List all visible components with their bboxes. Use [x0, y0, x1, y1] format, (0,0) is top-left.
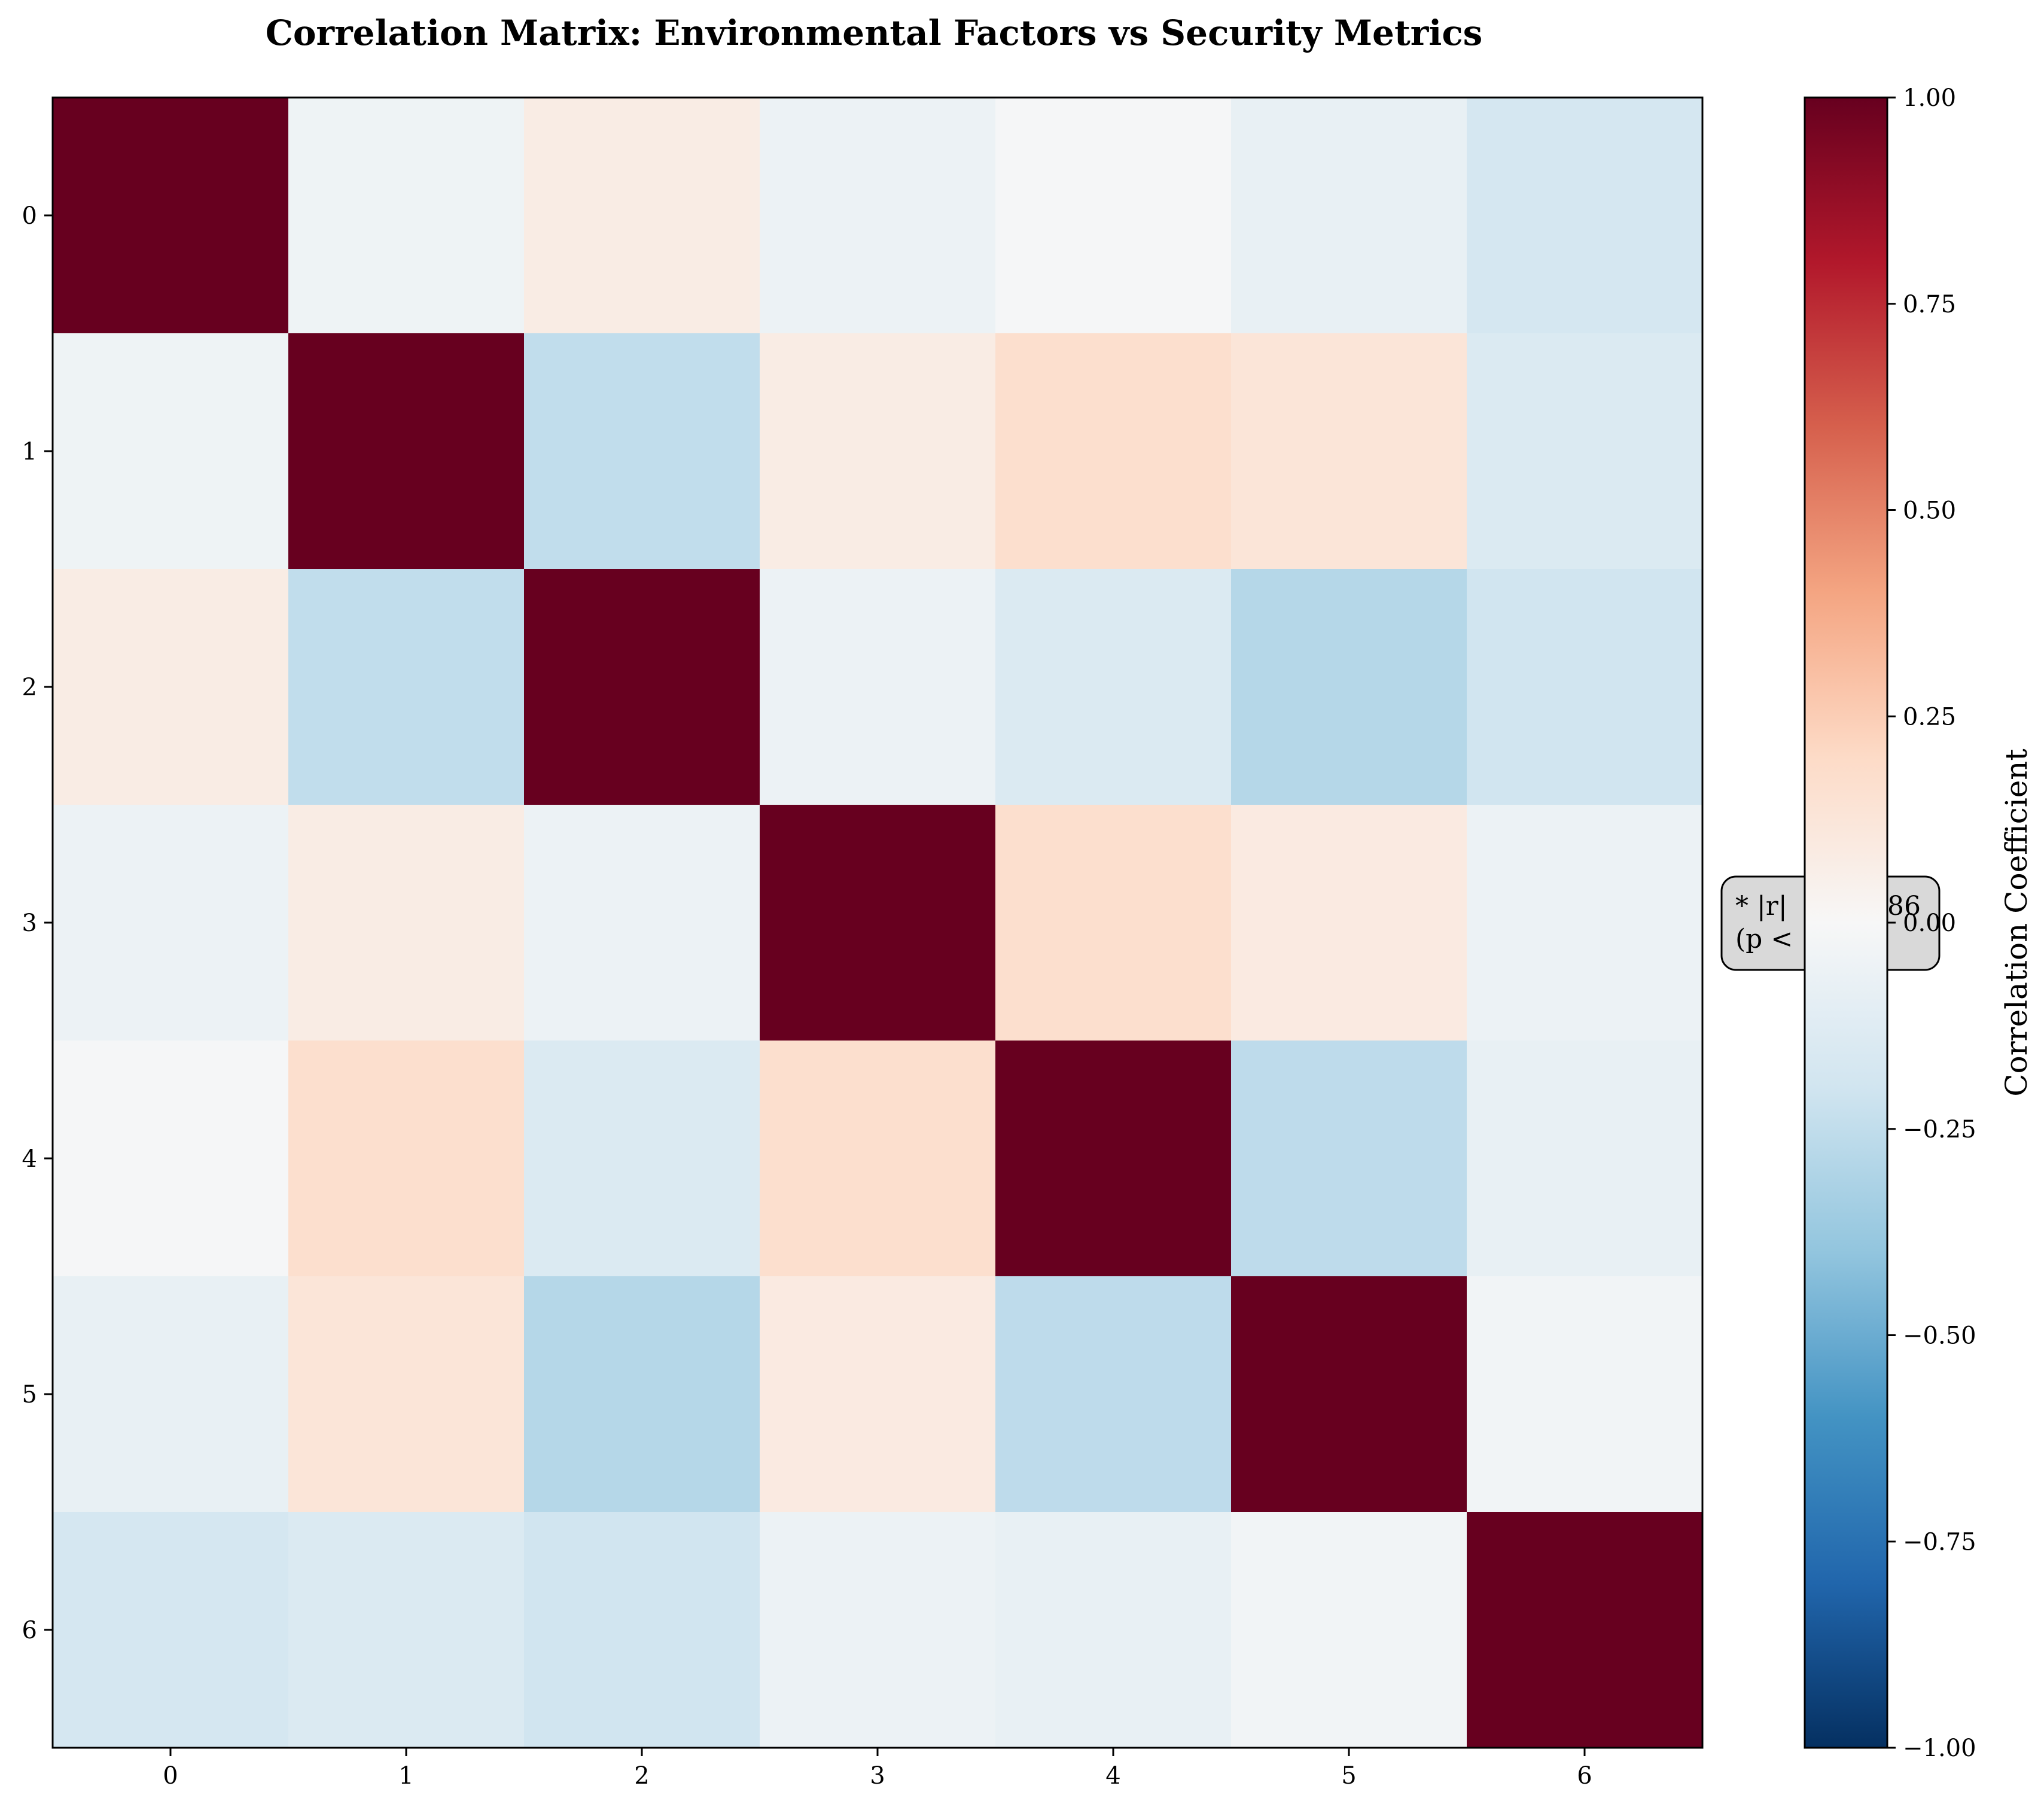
heatmap-cell-0-6	[1467, 98, 1703, 334]
heatmap-cell-2-4	[995, 569, 1232, 805]
heatmap-cell-4-2	[524, 1041, 760, 1277]
heatmap-cell-2-5	[1231, 569, 1467, 805]
heatmap-cell-1-3	[760, 333, 996, 570]
heatmap-cell-6-4	[995, 1512, 1232, 1748]
colorbar-tick-label: 0.50	[1903, 497, 1956, 525]
y-tick-label: 1	[22, 438, 37, 466]
y-axis: 0 1 2 3 4 5 6	[22, 202, 53, 1644]
heatmap-cell-4-3	[760, 1041, 996, 1277]
colorbar-tick-label: 0.25	[1903, 703, 1956, 731]
heatmap-cell-3-2	[524, 805, 760, 1041]
colorbar-ticks: 1.00 0.75 0.50 0.25 0.00 −0.25 −0.50 −0.75 −1.00	[1887, 84, 1976, 1762]
heatmap-cell-5-4	[995, 1276, 1232, 1513]
heatmap-cell-6-5	[1231, 1512, 1467, 1748]
x-axis: 0 1 2 3 4 5 6	[163, 1748, 1592, 1790]
significance-note-line-2: (p <	[1735, 924, 1793, 954]
heatmap-cell-2-1	[288, 569, 525, 805]
heatmap-cells	[53, 98, 1703, 1748]
y-tick-label: 0	[22, 202, 37, 230]
heatmap-cell-1-1	[288, 333, 525, 570]
colorbar-label: Correlation Coefficient	[1999, 749, 2034, 1096]
heatmap-cell-6-2	[524, 1512, 760, 1748]
y-tick-label: 5	[22, 1381, 37, 1408]
heatmap-cell-4-5	[1231, 1041, 1467, 1277]
heatmap-cell-4-0	[53, 1041, 289, 1277]
x-tick-label: 4	[1105, 1762, 1120, 1790]
heatmap-cell-5-5	[1231, 1276, 1467, 1513]
heatmap-cell-6-3	[760, 1512, 996, 1748]
colorbar-tick-label: 0.00	[1903, 909, 1956, 937]
heatmap-cell-4-4	[995, 1041, 1232, 1277]
significance-note-threshold: 86	[1887, 891, 1921, 921]
heatmap-cell-6-0	[53, 1512, 289, 1748]
heatmap-cell-0-2	[524, 98, 760, 334]
chart-title: Correlation Matrix: Environmental Factor…	[266, 13, 1483, 53]
x-tick-label: 3	[870, 1762, 885, 1790]
heatmap-cell-1-5	[1231, 333, 1467, 570]
colorbar-tick-label: −0.25	[1903, 1116, 1976, 1143]
heatmap-cell-3-1	[288, 805, 525, 1041]
significance-note-line-1: * |r|	[1735, 891, 1787, 921]
heatmap-cell-5-1	[288, 1276, 525, 1513]
heatmap-cell-2-0	[53, 569, 289, 805]
heatmap-cell-0-1	[288, 98, 525, 334]
heatmap-cell-1-6	[1467, 333, 1703, 570]
heatmap-cell-5-2	[524, 1276, 760, 1513]
x-tick-label: 6	[1577, 1762, 1592, 1790]
colorbar-tick-label: −0.75	[1903, 1528, 1976, 1556]
x-tick-label: 0	[163, 1762, 178, 1790]
colorbar-tick-label: 0.75	[1903, 291, 1956, 318]
heatmap-cell-0-4	[995, 98, 1232, 334]
colorbar-tick-label: −0.50	[1903, 1322, 1976, 1350]
heatmap-cell-3-6	[1467, 805, 1703, 1041]
heatmap-cell-1-2	[524, 333, 760, 570]
heatmap-cell-2-3	[760, 569, 996, 805]
heatmap-cell-3-5	[1231, 805, 1467, 1041]
heatmap-cell-0-3	[760, 98, 996, 334]
heatmap-cell-3-0	[53, 805, 289, 1041]
heatmap-cell-1-0	[53, 333, 289, 570]
heatmap-cell-3-4	[995, 805, 1232, 1041]
heatmap-cell-6-6	[1467, 1512, 1703, 1748]
heatmap-cell-1-4	[995, 333, 1232, 570]
heatmap-cell-0-0	[53, 98, 289, 334]
heatmap-cell-5-0	[53, 1276, 289, 1513]
heatmap-cell-5-3	[760, 1276, 996, 1513]
heatmap-cell-0-5	[1231, 98, 1467, 334]
colorbar-tick-label: −1.00	[1903, 1735, 1976, 1762]
y-tick-label: 3	[22, 909, 37, 937]
heatmap-cell-4-1	[288, 1041, 525, 1277]
x-tick-label: 5	[1341, 1762, 1356, 1790]
colorbar-tick-label: 1.00	[1903, 84, 1956, 112]
y-tick-label: 6	[22, 1617, 37, 1644]
y-tick-label: 2	[22, 674, 37, 701]
heatmap-cell-2-2	[524, 569, 760, 805]
heatmap-cell-4-6	[1467, 1041, 1703, 1277]
colorbar	[1804, 96, 1888, 1749]
y-tick-label: 4	[22, 1145, 37, 1173]
heatmap-cell-2-6	[1467, 569, 1703, 805]
heatmap-cell-6-1	[288, 1512, 525, 1748]
x-tick-label: 1	[398, 1762, 413, 1790]
heatmap-cell-3-3	[760, 805, 996, 1041]
heatmap-cell-5-6	[1467, 1276, 1703, 1513]
x-tick-label: 2	[634, 1762, 649, 1790]
